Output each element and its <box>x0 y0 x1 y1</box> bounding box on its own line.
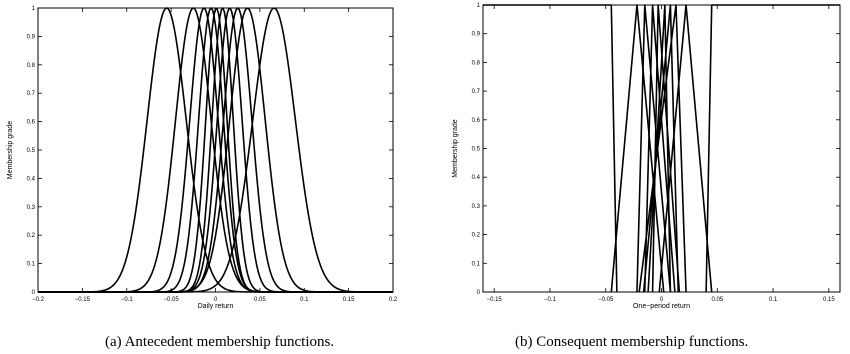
y-tick-label: 0.6 <box>27 120 36 126</box>
y-tick-label: 0.2 <box>472 233 481 239</box>
x-tick-label: 0 <box>660 297 664 303</box>
x-tick-label: −0.2 <box>32 297 45 303</box>
membership-curve-3 <box>636 4 672 293</box>
membership-curve-1 <box>483 4 618 293</box>
panel-consequent: −0.15 −0.1 −0.05 0 0.05 0.1 0.15 0 0.1 0.2 0.3 0.4 0… <box>452 3 841 310</box>
y-tick-label: 0.3 <box>27 205 36 211</box>
y-tick-label: 0.6 <box>472 118 481 124</box>
y-axis-label: Membership grade <box>452 119 459 177</box>
y-tick-label: 0.2 <box>27 233 36 239</box>
x-tick-label: 0.15 <box>343 297 355 303</box>
y-tick-label: 0.8 <box>27 63 36 69</box>
x-tick-label: −0.05 <box>598 297 614 303</box>
membership-curve-10 <box>705 4 840 293</box>
membership-curve-10 <box>38 7 393 293</box>
y-tick-label: 0.1 <box>472 261 481 267</box>
panel-antecedent: −0.2 −0.15 −0.1 −0.05 0 0.05 0.1 0.15 0.2 0 0.1 0.2… <box>7 6 398 310</box>
y-tick-label: 1 <box>32 6 36 12</box>
caption-consequent: (b) Consequent membership functions. <box>515 334 748 350</box>
membership-curve-7 <box>642 4 680 293</box>
x-tick-label: 0.1 <box>769 297 778 303</box>
x-axis-label: Daily return <box>198 303 234 310</box>
membership-curve-7 <box>38 7 393 293</box>
y-tick-label: 0.4 <box>472 175 481 181</box>
y-tick-label: 0 <box>32 290 36 296</box>
caption-antecedent: (a) Antecedent membership functions. <box>105 334 334 350</box>
x-tick-label: −0.05 <box>164 297 180 303</box>
y-tick-label: 0.9 <box>472 32 481 38</box>
y-tick-label: 1 <box>477 3 481 9</box>
x-tick-label: 0.05 <box>711 297 723 303</box>
x-tick-label: 0.15 <box>823 297 835 303</box>
x-tick-label: −0.15 <box>75 297 91 303</box>
y-tick-label: 0.4 <box>27 176 36 182</box>
x-tick-label: 0.05 <box>254 297 266 303</box>
x-tick-label: −0.1 <box>121 297 134 303</box>
x-tick-label: 0.2 <box>389 297 398 303</box>
y-tick-label: 0.7 <box>472 89 481 95</box>
y-tick-label: 0.7 <box>27 91 36 97</box>
y-axis-label: Membership grade <box>7 121 14 179</box>
membership-curve-9 <box>658 4 713 293</box>
y-tick-label: 0.1 <box>27 262 36 268</box>
x-axis-label: One−period return <box>633 303 690 310</box>
y-tick-label: 0.5 <box>472 147 481 153</box>
y-tick-label: 0.9 <box>27 34 36 40</box>
x-tick-label: 0 <box>214 297 218 303</box>
x-tick-label: −0.1 <box>544 297 557 303</box>
x-tick-label: 0.1 <box>300 297 309 303</box>
membership-curve-8 <box>638 4 687 293</box>
y-tick-label: 0.5 <box>27 148 36 154</box>
y-tick-label: 0.8 <box>472 60 481 66</box>
x-tick-label: −0.15 <box>487 297 503 303</box>
y-tick-label: 0 <box>477 290 481 296</box>
y-tick-label: 0.3 <box>472 204 481 210</box>
